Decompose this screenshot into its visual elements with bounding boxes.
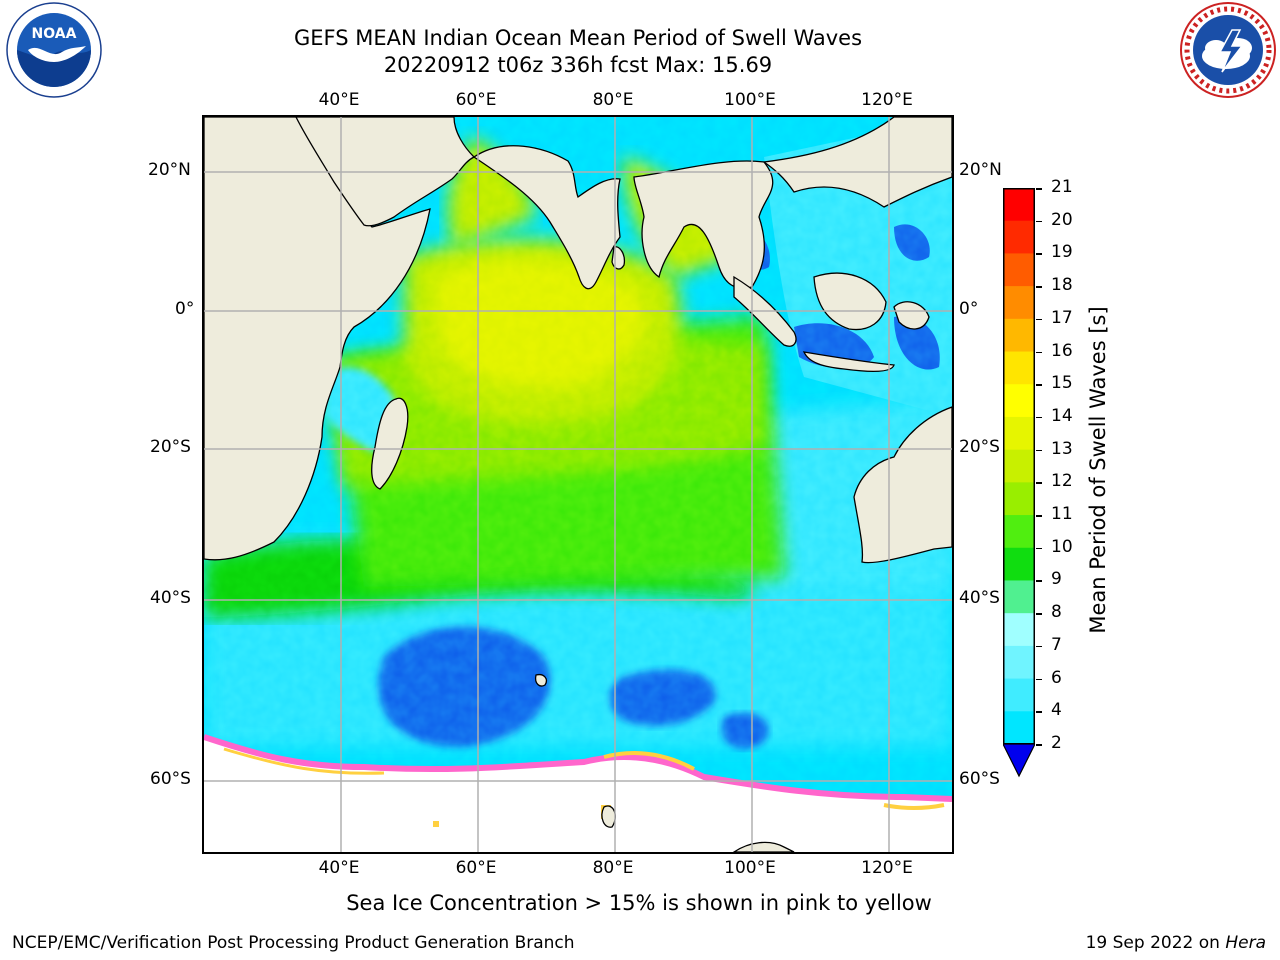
- colorbar-tick-mark: [1036, 220, 1042, 223]
- colorbar-swatch: [1003, 253, 1035, 287]
- nws-logo-icon: [1180, 2, 1276, 98]
- colorbar-tick-mark: [1036, 351, 1042, 354]
- footer-machine: Hera: [1225, 933, 1266, 953]
- colorbar-swatch: [1003, 384, 1035, 418]
- colorbar-swatch: [1003, 547, 1035, 581]
- colorbar-swatch: [1003, 678, 1035, 712]
- colorbar-tick-label: 20: [1051, 209, 1073, 230]
- noaa-logo-text: NOAA: [32, 26, 77, 42]
- colorbar-tick-label: 8: [1051, 602, 1062, 623]
- lon-tick-top: 120°E: [861, 90, 913, 110]
- lat-tick-left: 40°S: [150, 588, 191, 608]
- colorbar-tick-label: 19: [1051, 242, 1073, 263]
- colorbar-swatch: [1003, 286, 1035, 320]
- lon-tick-top: 100°E: [724, 90, 776, 110]
- lat-tick-right: 40°S: [959, 588, 1000, 608]
- colorbar-tick-label: 4: [1051, 700, 1062, 721]
- colorbar-tick-mark: [1036, 384, 1042, 386]
- sea-ice-caption: Sea Ice Concentration > 15% is shown in …: [346, 891, 932, 915]
- swell-period-map[interactable]: [202, 115, 954, 854]
- map-title: GEFS MEAN Indian Ocean Mean Period of Sw…: [293, 26, 863, 50]
- colorbar-tick-label: 12: [1051, 471, 1073, 492]
- colorbar-tick-mark: [1036, 515, 1042, 517]
- colorbar-tick-mark: [1036, 645, 1042, 648]
- colorbar-swatch: [1003, 188, 1035, 222]
- colorbar-ticks: 2 4 6 7 8 9 10 11 12 13 14 15 16 17 18 19 20 21: [1036, 177, 1096, 784]
- lon-tick-top: 80°E: [592, 90, 634, 110]
- lat-tick-right: 0°: [959, 299, 979, 319]
- lat-tick-right: 60°S: [959, 769, 1000, 789]
- colorbar-tick-label: 13: [1051, 438, 1073, 459]
- colorbar-swatches: [1002, 188, 1036, 778]
- colorbar-tick-label: 11: [1051, 504, 1073, 525]
- colorbar-swatch: [1003, 515, 1035, 549]
- colorbar-swatch: [1003, 580, 1035, 614]
- colorbar-tick-mark: [1036, 744, 1042, 746]
- colorbar-tick-label: 21: [1051, 177, 1073, 197]
- colorbar-tick-label: 15: [1051, 373, 1073, 394]
- colorbar-tick-mark: [1036, 482, 1042, 484]
- colorbar-tick-label: 9: [1051, 569, 1062, 590]
- colorbar-swatch: [1003, 645, 1035, 680]
- sea-ice-edge: [204, 734, 952, 852]
- colorbar-swatch: [1003, 449, 1035, 483]
- colorbar-tick-label: 6: [1051, 667, 1062, 688]
- lat-tick-right: 20°N: [959, 160, 1002, 180]
- colorbar-tick-label: 10: [1051, 536, 1073, 557]
- colorbar-tick-mark: [1036, 188, 1042, 190]
- lat-tick-right: 20°S: [959, 437, 1000, 457]
- colorbar-tick-label: 18: [1051, 275, 1073, 296]
- colorbar-tick-label: 17: [1051, 307, 1073, 328]
- lon-tick-top: 60°E: [455, 90, 497, 110]
- colorbar-tick-mark: [1036, 286, 1042, 288]
- lat-tick-left: 0°: [175, 299, 195, 319]
- colorbar-tick-mark: [1036, 613, 1042, 615]
- colorbar-tick-label: 16: [1051, 340, 1073, 361]
- colorbar-under-triangle: [1002, 743, 1036, 778]
- colorbar-swatch: [1003, 711, 1035, 745]
- colorbar-tick-mark: [1036, 449, 1042, 452]
- colorbar-tick-label: 2: [1051, 733, 1062, 753]
- colorbar-swatch: [1003, 318, 1035, 353]
- graticule: [204, 117, 952, 852]
- lon-tick-bottom: 60°E: [455, 858, 497, 878]
- lon-tick-bottom: 100°E: [724, 858, 776, 878]
- lat-tick-left: 60°S: [150, 769, 191, 789]
- colorbar-swatch: [1003, 220, 1035, 254]
- lon-tick-bottom: 80°E: [592, 858, 634, 878]
- lat-tick-left: 20°S: [150, 437, 191, 457]
- colorbar-swatch: [1003, 613, 1035, 647]
- noaa-logo-icon: NOAA: [6, 2, 102, 98]
- colorbar-tick-mark: [1036, 318, 1042, 321]
- colorbar-tick-mark: [1036, 678, 1042, 681]
- colorbar-tick-label: 14: [1051, 405, 1073, 426]
- map-subtitle: 20220912 t06z 336h fcst Max: 15.69: [383, 53, 773, 77]
- colorbar-tick-label: 7: [1051, 634, 1062, 655]
- colorbar-swatch: [1003, 351, 1035, 385]
- footer-date: 19 Sep 2022 on Hera: [1086, 933, 1266, 953]
- footer-credit: NCEP/EMC/Verification Post Processing Pr…: [12, 933, 575, 953]
- lon-tick-bottom: 120°E: [861, 858, 913, 878]
- footer-date-text: 19 Sep 2022 on: [1085, 933, 1226, 953]
- colorbar-tick-mark: [1036, 580, 1042, 582]
- lon-tick-bottom: 40°E: [318, 858, 360, 878]
- colorbar-tick-mark: [1036, 711, 1042, 713]
- lat-tick-left: 20°N: [148, 160, 191, 180]
- lon-tick-top: 40°E: [318, 90, 360, 110]
- colorbar-swatch: [1003, 482, 1035, 516]
- map-canvas: [204, 117, 952, 852]
- colorbar-tick-mark: [1036, 547, 1042, 550]
- colorbar: [1002, 188, 1036, 784]
- colorbar-swatch: [1003, 416, 1035, 451]
- colorbar-tick-mark: [1036, 416, 1042, 419]
- colorbar-tick-mark: [1036, 253, 1042, 255]
- colorbar-label: Mean Period of Swell Waves [s]: [1086, 306, 1110, 634]
